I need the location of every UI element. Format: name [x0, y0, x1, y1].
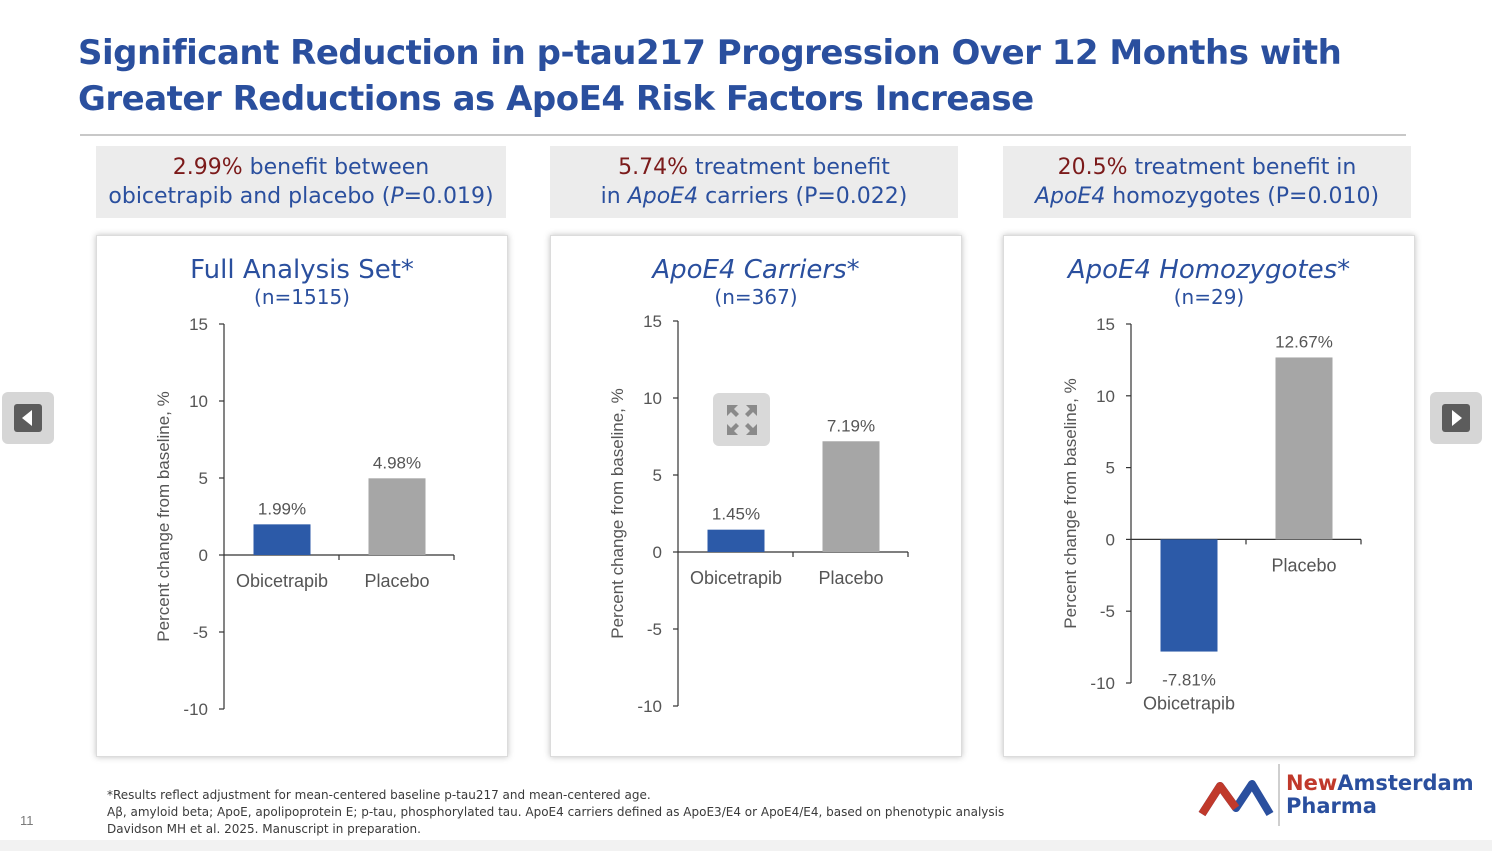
bar-obicetrapib [1160, 539, 1218, 652]
company-logo: NewAmsterdam Pharma [1198, 764, 1474, 828]
bottom-strip [0, 840, 1492, 851]
y-tick-label: 10 [643, 389, 662, 408]
y-tick-label: -5 [1100, 602, 1115, 621]
y-tick-label: -10 [1090, 674, 1115, 693]
bar-placebo [822, 441, 880, 552]
category-label: Placebo [364, 571, 429, 591]
prev-slide-icon [14, 404, 42, 432]
next-slide-icon [1442, 404, 1470, 432]
category-label: Obicetrapib [1143, 694, 1235, 714]
chart-full-analysis-set: Full Analysis Set*(n=1515) -10 -5 0 5 10 15 Per… [154, 255, 455, 719]
bar-obicetrapib [253, 524, 311, 555]
y-tick-label: -5 [647, 620, 662, 639]
bar-placebo [1275, 357, 1333, 540]
category-label: Placebo [818, 568, 883, 588]
y-axis-label: Percent change from baseline, % [1061, 378, 1080, 628]
benefit-text: benefit between [242, 155, 430, 180]
category-label: Placebo [1271, 555, 1336, 575]
chart-subtitle: (n=1515) [254, 285, 350, 309]
slide-number: 11 [20, 813, 34, 828]
chart-panel-carriers: ApoE4 Carriers* (n=367) -10 -5 0 5 10 15 Percent… [550, 235, 962, 757]
chart-panel-full: Full Analysis Set* (n=1515) -10 -5 0 5 10 15 Per… [96, 235, 508, 757]
y-tick-label: -10 [637, 697, 662, 716]
next-slide-button[interactable] [1430, 392, 1482, 444]
data-label: 12.67% [1275, 332, 1333, 351]
benefit-highlight: 5.74% [618, 155, 689, 180]
benefit-box-carriers: 5.74% treatment benefit in ApoE4 carrier… [550, 146, 958, 218]
logo-separator [1278, 764, 1280, 826]
data-label: 7.19% [827, 416, 875, 435]
chart-title: ApoE4 Carriers* [650, 255, 859, 285]
logo-word-amsterdam: Amsterdam [1337, 771, 1474, 795]
y-tick-label: 15 [643, 312, 662, 331]
footnotes: *Results reflect adjustment for mean-cen… [107, 787, 1107, 838]
logo-word-pharma: Pharma [1286, 794, 1377, 818]
chart-title: Full Analysis Set* [190, 255, 414, 285]
benefit-text: treatment benefit [688, 155, 890, 180]
category-label: Obicetrapib [690, 568, 782, 588]
fullscreen-button[interactable] [713, 393, 770, 446]
benefit-box-full: 2.99% benefit between obicetrapib and pl… [96, 146, 506, 218]
benefit-italic: ApoE4 [627, 184, 699, 209]
chart-title: ApoE4 Homozygotes* [1066, 255, 1350, 285]
benefit-text: obicetrapib and placebo ( [108, 184, 391, 209]
y-tick-label: 0 [653, 543, 662, 562]
logo-text: NewAmsterdam Pharma [1286, 772, 1474, 818]
logo-word-new: New [1286, 771, 1338, 795]
chart-apoe4-homozygotes: ApoE4 Homozygotes*(n=29) -10 -5 0 5 10 15 Perce… [1061, 255, 1362, 714]
data-label: 1.45% [712, 505, 760, 524]
benefit-text: homozygotes (P=0.010) [1105, 184, 1380, 209]
y-tick-label: 15 [1096, 315, 1115, 334]
benefit-italic: ApoE4 [1034, 184, 1106, 209]
y-axis-label: Percent change from baseline, % [154, 391, 173, 641]
y-tick-label: 5 [199, 469, 208, 488]
y-tick-label: -5 [193, 623, 208, 642]
benefit-text: =0.019) [403, 184, 494, 209]
benefit-highlight: 20.5% [1057, 155, 1128, 180]
prev-slide-button[interactable] [2, 392, 54, 444]
bar-obicetrapib [707, 529, 765, 552]
benefit-text: carriers (P=0.022) [698, 184, 908, 209]
chart-panel-homozygotes: ApoE4 Homozygotes* (n=29) -10 -5 0 5 10 15 Perce… [1003, 235, 1415, 757]
benefit-text: treatment benefit in [1127, 155, 1357, 180]
chart-apoe4-carriers: ApoE4 Carriers*(n=367) -10 -5 0 5 10 15 Percent… [608, 255, 909, 716]
y-tick-label: 5 [1106, 459, 1115, 478]
y-tick-label: 0 [199, 546, 208, 565]
benefit-italic: P [390, 184, 404, 209]
bar-placebo [368, 478, 426, 555]
slide-title: Significant Reduction in p-tau217 Progre… [78, 33, 1342, 119]
y-tick-label: 10 [189, 392, 208, 411]
logo-mark-icon [1198, 780, 1274, 817]
expand-icon [726, 404, 757, 435]
benefit-box-homozygotes: 20.5% treatment benefit in ApoE4 homozyg… [1003, 146, 1411, 218]
footnote-line: *Results reflect adjustment for mean-cen… [107, 788, 651, 802]
data-label: 1.99% [258, 499, 306, 518]
y-tick-label: -10 [183, 700, 208, 719]
chart-subtitle: (n=29) [1174, 285, 1245, 309]
benefit-text: in [600, 184, 628, 209]
y-tick-label: 10 [1096, 387, 1115, 406]
category-label: Obicetrapib [236, 571, 328, 591]
footnote-line: Davidson MH et al. 2025. Manuscript in p… [107, 822, 421, 836]
footnote-line: Aβ, amyloid beta; ApoE, apolipoprotein E… [107, 805, 1005, 819]
y-tick-label: 5 [653, 466, 662, 485]
data-label: 4.98% [373, 453, 421, 472]
y-axis-label: Percent change from baseline, % [608, 388, 627, 638]
benefit-highlight: 2.99% [172, 155, 243, 180]
y-tick-label: 0 [1106, 530, 1115, 549]
data-label: -7.81% [1162, 671, 1216, 690]
chart-subtitle: (n=367) [714, 285, 797, 309]
title-divider [80, 134, 1406, 136]
y-tick-label: 15 [189, 315, 208, 334]
